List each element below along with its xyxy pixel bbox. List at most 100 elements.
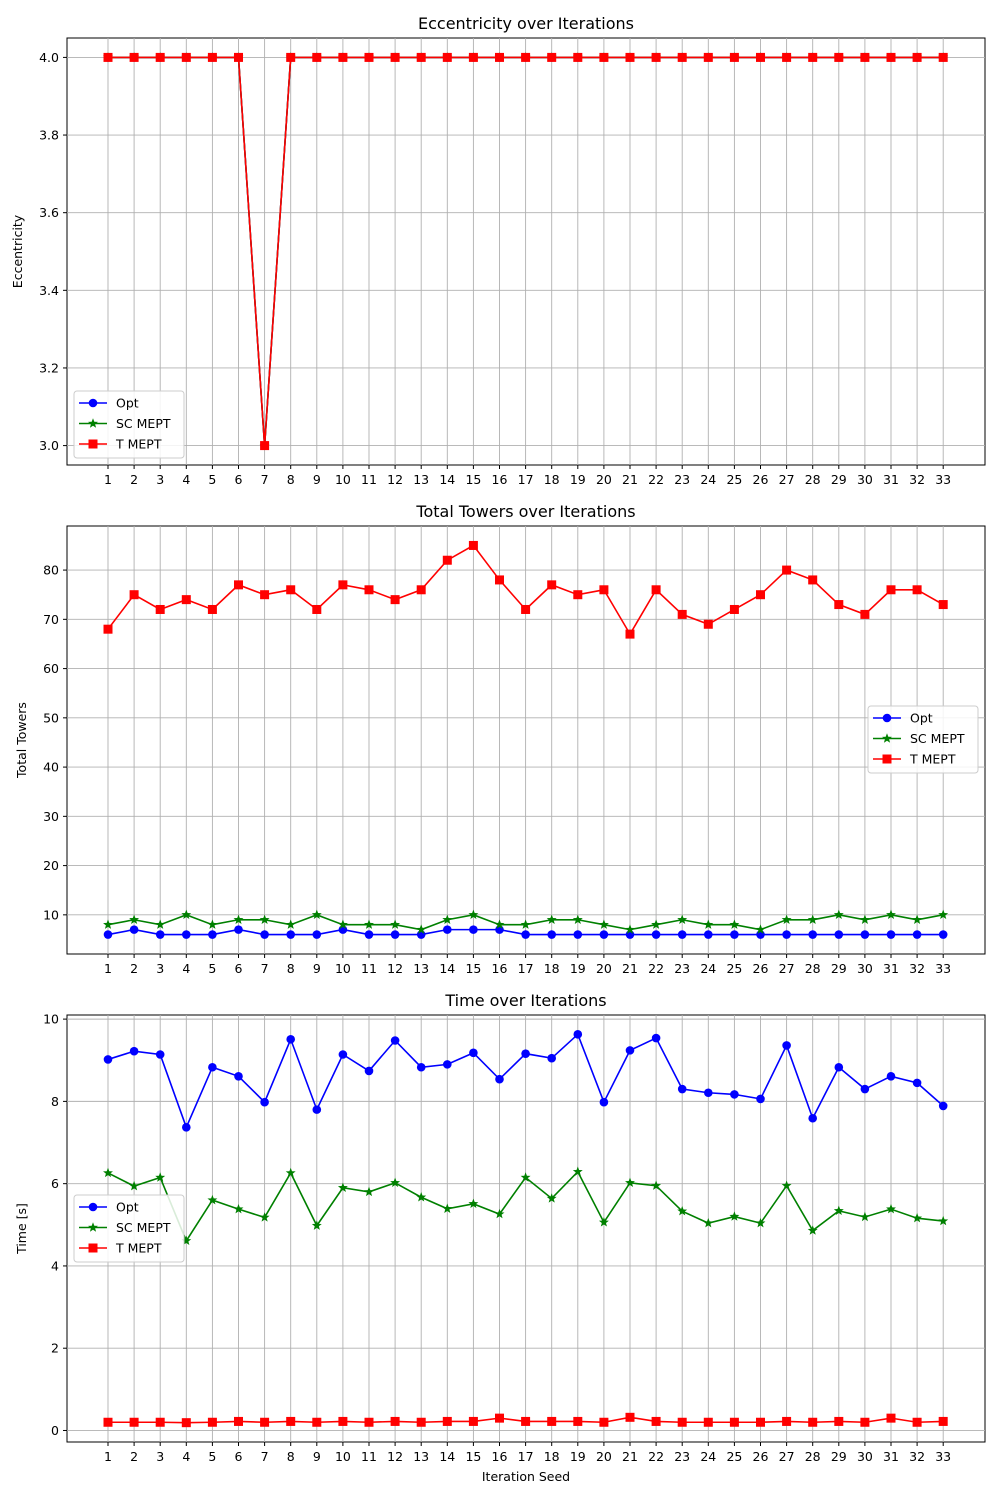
data-point — [808, 1417, 818, 1427]
x-tick-label: 4 — [182, 1449, 190, 1464]
data-point — [859, 914, 870, 924]
series-t-mept — [103, 1412, 948, 1428]
data-point — [599, 52, 609, 62]
series-lines — [103, 540, 949, 939]
x-tick-label: 16 — [492, 1449, 508, 1464]
data-point — [155, 919, 166, 929]
data-point — [625, 1412, 635, 1422]
y-tick-label: 20 — [43, 858, 59, 873]
data-point — [286, 1034, 296, 1044]
data-point — [233, 1203, 244, 1214]
data-point — [468, 540, 478, 550]
data-point — [416, 1062, 426, 1072]
x-tick-label: 2 — [130, 961, 138, 976]
data-point — [572, 914, 583, 924]
data-point — [860, 1084, 870, 1094]
x-tick-label: 5 — [208, 961, 216, 976]
data-point — [182, 930, 191, 939]
data-point — [834, 1062, 844, 1072]
data-point — [234, 1416, 243, 1426]
data-point — [860, 52, 870, 62]
x-tick-label: 19 — [570, 961, 586, 976]
data-point — [234, 580, 243, 590]
data-point — [886, 909, 896, 920]
data-point — [129, 925, 139, 934]
legend-marker — [882, 713, 892, 723]
x-tick-label: 14 — [439, 1449, 455, 1464]
data-point — [285, 919, 296, 929]
data-point — [443, 1060, 452, 1069]
data-point — [547, 930, 556, 939]
data-point — [442, 1416, 452, 1426]
data-point — [260, 1417, 270, 1427]
x-tick-label: 15 — [465, 472, 481, 487]
legend-item: SC MEPT — [79, 1220, 171, 1235]
x-tick-label: 21 — [622, 961, 638, 976]
x-tick-label: 8 — [287, 961, 295, 976]
data-point — [912, 914, 923, 924]
data-point — [155, 930, 165, 939]
x-tick-label: 26 — [753, 961, 769, 976]
data-point — [651, 1033, 661, 1043]
x-tick-label: 26 — [753, 472, 769, 487]
data-point — [807, 914, 818, 924]
data-point — [207, 1194, 218, 1205]
x-tick-label: 17 — [518, 961, 534, 976]
time-chart: 1 2 3 4 5 6 7 8 9 10 11 12 13 14 15 16 17 18 19 20 21 22 23 24 2… — [14, 991, 986, 1484]
data-point — [234, 1071, 243, 1081]
y-tick-label: 6 — [51, 1176, 59, 1191]
x-tick-label: 13 — [413, 1449, 429, 1464]
data-point — [677, 914, 688, 924]
x-tick-label: 27 — [779, 961, 795, 976]
x-tick-label: 18 — [544, 961, 560, 976]
legend-marker — [88, 1222, 98, 1232]
data-point — [285, 1167, 296, 1178]
x-tick-label: 1 — [104, 1449, 112, 1464]
x-tick-label: 27 — [779, 1449, 795, 1464]
x-tick-label: 31 — [883, 961, 899, 976]
data-point — [416, 1192, 427, 1202]
x-tick-label: 11 — [361, 1449, 377, 1464]
y-tick-label: 3.4 — [39, 283, 59, 298]
data-point — [207, 52, 217, 62]
y-tick-label: 3.6 — [39, 205, 59, 220]
data-point — [859, 1211, 870, 1222]
data-point — [912, 52, 922, 62]
x-tick-label: 12 — [387, 472, 403, 487]
data-point — [103, 52, 113, 62]
x-tick-label: 21 — [622, 472, 638, 487]
grid — [67, 1015, 985, 1442]
data-point — [625, 1046, 635, 1055]
data-point — [808, 575, 818, 585]
data-point — [364, 1417, 374, 1427]
data-point — [834, 52, 844, 62]
x-tick-label: 23 — [674, 1449, 690, 1464]
data-point — [259, 1212, 270, 1222]
y-axis-label: Eccentricity — [10, 214, 25, 288]
data-point — [912, 1213, 923, 1223]
grid — [67, 526, 985, 954]
legend-label: Opt — [910, 711, 933, 726]
x-tick-label: 9 — [313, 961, 321, 976]
data-point — [129, 1417, 139, 1427]
data-point — [834, 600, 844, 610]
data-point — [260, 590, 270, 600]
data-point — [729, 1417, 739, 1427]
data-point — [938, 1416, 948, 1426]
x-tick-label: 14 — [439, 961, 455, 976]
x-tick-label: 30 — [857, 961, 873, 976]
data-point — [938, 600, 948, 610]
legend-label: Opt — [116, 1200, 139, 1215]
data-point — [338, 1050, 348, 1059]
data-point — [912, 1417, 922, 1427]
data-point — [860, 1417, 870, 1427]
data-point — [311, 1220, 322, 1230]
data-point — [651, 1416, 661, 1426]
x-tick-label: 15 — [465, 1449, 481, 1464]
x-tick-label: 12 — [387, 961, 403, 976]
data-point — [442, 1203, 453, 1213]
data-point — [443, 925, 452, 934]
series-sc-mept — [103, 1166, 949, 1246]
data-point — [390, 919, 401, 929]
data-point — [103, 1167, 113, 1178]
